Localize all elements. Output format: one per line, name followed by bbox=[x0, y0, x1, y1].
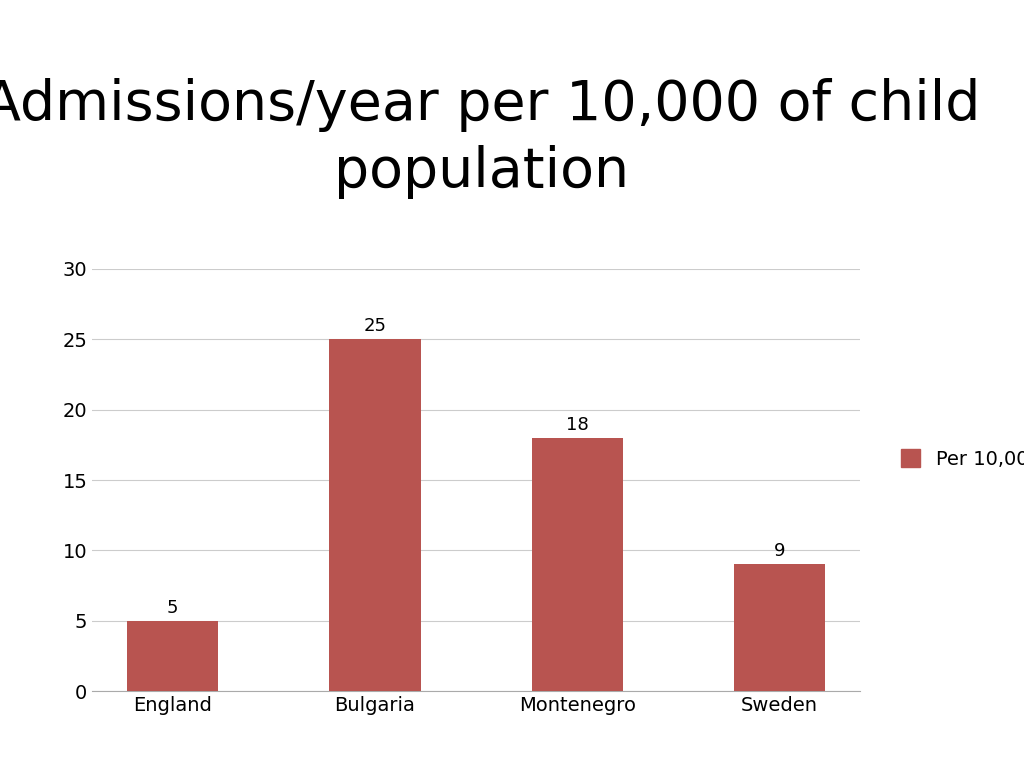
Bar bbox=[330, 339, 421, 691]
Text: 5: 5 bbox=[167, 598, 178, 617]
Legend: Per 10,000: Per 10,000 bbox=[893, 442, 1024, 476]
Text: 25: 25 bbox=[364, 317, 386, 335]
Text: 9: 9 bbox=[774, 542, 785, 561]
Bar bbox=[734, 564, 825, 691]
Bar bbox=[531, 438, 623, 691]
Text: 18: 18 bbox=[566, 415, 589, 433]
Text: Admissions/year per 10,000 of child
population: Admissions/year per 10,000 of child popu… bbox=[0, 78, 980, 199]
Bar bbox=[127, 621, 218, 691]
